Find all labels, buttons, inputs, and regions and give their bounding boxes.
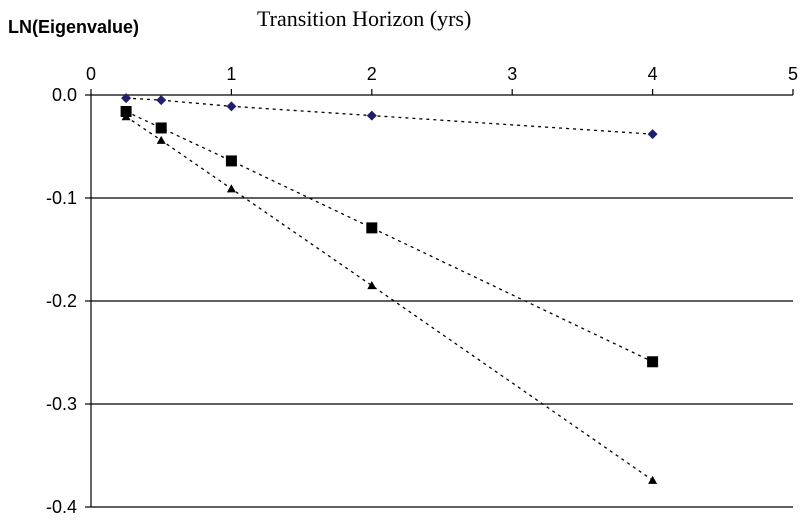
series-1-point-4 <box>647 356 659 368</box>
series-0-line <box>126 97 653 135</box>
series-1-point-0 <box>120 105 132 117</box>
y-tick-label-4: -0.4 <box>46 497 77 517</box>
series-0-point-1 <box>156 95 167 106</box>
series-1-point-1 <box>155 122 167 134</box>
x-tick-label-3: 3 <box>507 64 517 84</box>
series-2-point-3 <box>367 281 377 290</box>
series-1-point-2 <box>225 155 237 167</box>
y-tick-label-2: -0.2 <box>46 291 77 311</box>
x-tick-label-4: 4 <box>648 64 658 84</box>
x-tick-label-2: 2 <box>367 64 377 84</box>
y-tick-label-3: -0.3 <box>46 394 77 414</box>
series-0-point-4 <box>647 129 658 140</box>
y-tick-label-1: -0.1 <box>46 188 77 208</box>
series-2-line <box>125 116 653 481</box>
y-axis-title: LN(Eigenvalue) <box>8 17 140 37</box>
x-tick-label-0: 0 <box>86 64 96 84</box>
x-tick-label-5: 5 <box>788 64 798 84</box>
series-2-point-2 <box>226 184 236 193</box>
x-axis-title: Transition Horizon (yrs) <box>257 6 472 31</box>
series-0-point-2 <box>226 101 237 112</box>
series-2-point-4 <box>648 475 658 484</box>
series-0-point-3 <box>366 110 377 121</box>
y-tick-label-0: 0.0 <box>52 85 77 105</box>
x-tick-label-1: 1 <box>226 64 236 84</box>
series-1-line <box>125 110 653 363</box>
series-0-point-0 <box>121 93 132 104</box>
series-1-point-3 <box>366 222 378 234</box>
series-2-point-0 <box>121 112 131 121</box>
series-2-point-1 <box>156 135 166 144</box>
